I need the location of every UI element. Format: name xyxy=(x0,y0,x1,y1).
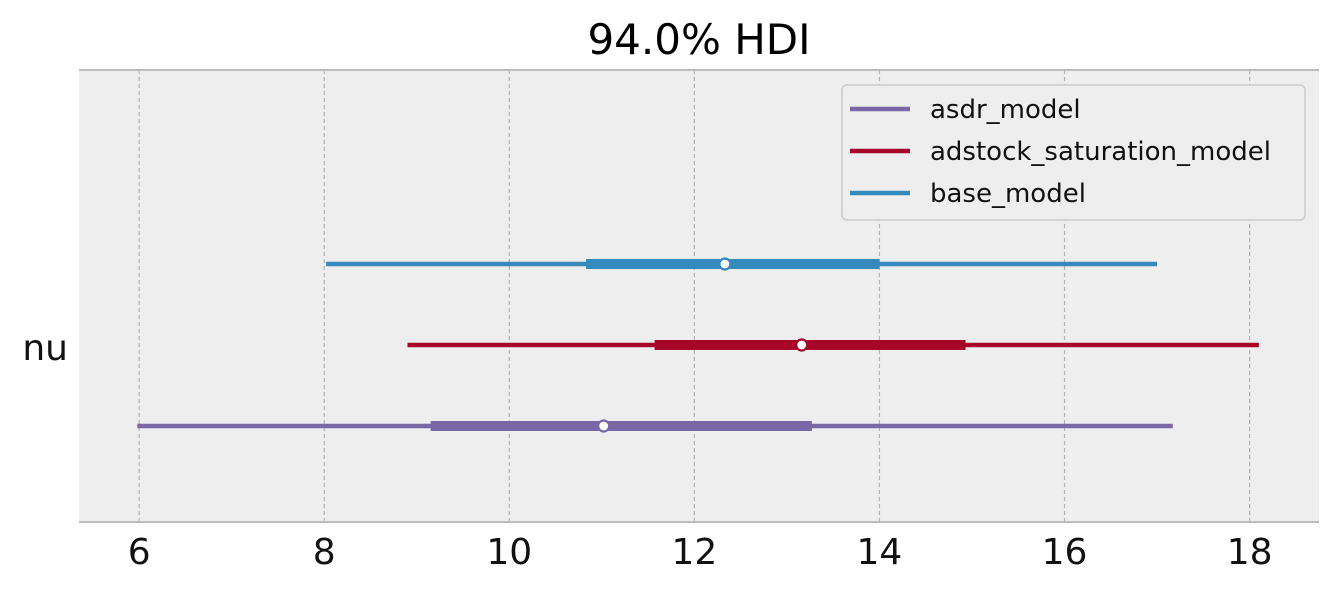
series-asdr_model xyxy=(137,419,1173,433)
grid-lines xyxy=(138,70,1251,522)
x-tick-label: 14 xyxy=(857,532,903,573)
x-tick-label: 8 xyxy=(313,532,336,573)
x-tick-labels: 6 8 10 12 14 16 18 xyxy=(128,532,1273,573)
point-estimate-marker xyxy=(718,257,732,271)
chart-title: 94.0% HDI xyxy=(587,15,810,64)
series-base_model xyxy=(326,257,1158,271)
point-estimate-marker xyxy=(597,419,611,433)
legend: asdr_model adstock_saturation_model base_m… xyxy=(841,84,1306,221)
legend-frame xyxy=(841,84,1306,221)
parameter-label: nu xyxy=(22,328,68,369)
x-tick-label: 6 xyxy=(128,532,151,573)
x-tick-label: 18 xyxy=(1227,532,1273,573)
x-tick-label: 16 xyxy=(1042,532,1088,573)
x-tick-label: 10 xyxy=(486,532,532,573)
x-tick-label: 12 xyxy=(671,532,717,573)
legend-label: asdr_model xyxy=(930,95,1081,125)
point-estimate-marker xyxy=(795,338,809,352)
legend-label: base_model xyxy=(930,179,1086,209)
legend-label: adstock_saturation_model xyxy=(930,137,1271,167)
series-adstock_saturation_model xyxy=(407,338,1259,352)
series-intervals xyxy=(137,257,1259,433)
